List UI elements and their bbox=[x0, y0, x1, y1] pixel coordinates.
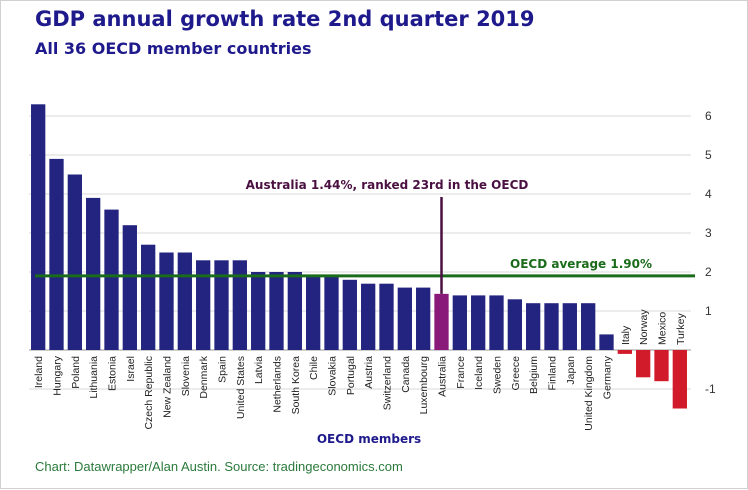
category-label: Switzerland bbox=[382, 356, 394, 410]
bar-ireland bbox=[31, 104, 46, 350]
category-label: Greece bbox=[510, 356, 522, 391]
category-label: New Zealand bbox=[162, 356, 174, 418]
category-label: Mexico bbox=[657, 312, 669, 345]
x-axis-title: OECD members bbox=[317, 432, 421, 446]
category-label: Denmark bbox=[198, 355, 210, 398]
category-label: United Kingdom bbox=[583, 356, 595, 431]
category-label: Slovakia bbox=[327, 356, 339, 396]
category-label: Australia bbox=[437, 356, 449, 397]
bar-luxembourg bbox=[416, 287, 431, 350]
bar-australia bbox=[434, 293, 449, 350]
bar-italy bbox=[617, 350, 632, 354]
category-labels: Ireland Hungary Poland Lithuania Estonia Isra… bbox=[33, 309, 687, 431]
category-label: Italy bbox=[620, 325, 632, 345]
bar-lithuania bbox=[86, 197, 101, 350]
category-label: United States bbox=[235, 356, 247, 419]
bar-switzerland bbox=[379, 283, 394, 350]
bar-austria bbox=[361, 283, 376, 350]
category-label: Luxembourg bbox=[418, 356, 430, 415]
bar-finland bbox=[544, 303, 559, 350]
bar-spain bbox=[214, 260, 229, 350]
bar-sweden bbox=[489, 295, 504, 350]
category-label: Netherlands bbox=[272, 356, 284, 413]
bar-czech-republic bbox=[141, 244, 156, 350]
y-tick-label: 2 bbox=[705, 265, 712, 279]
chart-subtitle: All 36 OECD member countries bbox=[35, 39, 312, 58]
category-label: Germany bbox=[602, 355, 614, 399]
category-label: Slovenia bbox=[180, 356, 192, 396]
bar-japan bbox=[562, 303, 577, 350]
category-label: Finland bbox=[547, 356, 559, 391]
chart-title: GDP annual growth rate 2nd quarter 2019 bbox=[35, 7, 535, 31]
bar-united-kingdom bbox=[581, 303, 596, 350]
category-label: South Korea bbox=[290, 356, 302, 415]
bar-slovakia bbox=[324, 275, 339, 350]
category-label: Hungary bbox=[52, 355, 64, 395]
category-label: Chile bbox=[308, 356, 320, 380]
category-label: Spain bbox=[217, 356, 229, 383]
category-label: Latvia bbox=[253, 356, 265, 384]
category-label: France bbox=[455, 356, 467, 389]
bar-canada bbox=[397, 287, 412, 350]
bar-netherlands bbox=[269, 272, 284, 350]
bar-denmark bbox=[196, 260, 211, 350]
bar-estonia bbox=[104, 209, 119, 350]
bar-iceland bbox=[471, 295, 486, 350]
y-tick-label: 1 bbox=[705, 304, 712, 318]
category-label: Poland bbox=[70, 356, 82, 389]
bar-united-states bbox=[232, 260, 247, 350]
bar-israel bbox=[122, 225, 137, 350]
bar-latvia bbox=[251, 272, 266, 350]
bar-slovenia bbox=[177, 252, 192, 350]
bar-france bbox=[452, 295, 467, 350]
y-tick-label: -1 bbox=[705, 382, 716, 396]
category-label: Lithuania bbox=[88, 356, 100, 399]
source-note: Chart: Datawrapper/Alan Austin. Source: … bbox=[35, 459, 403, 474]
gridlines: 6 5 4 3 2 1 -1 bbox=[29, 109, 716, 396]
category-label: Ireland bbox=[33, 356, 45, 388]
category-label: Norway bbox=[638, 309, 650, 345]
average-annotation: OECD average 1.90% bbox=[510, 257, 652, 271]
category-label: Portugal bbox=[345, 356, 357, 395]
bar-portugal bbox=[342, 279, 357, 350]
bar-turkey bbox=[672, 350, 687, 409]
category-label: Sweden bbox=[492, 356, 504, 394]
bar-germany bbox=[599, 334, 614, 350]
bar-new-zealand bbox=[159, 252, 174, 350]
bar-hungary bbox=[49, 158, 64, 350]
category-label: Estonia bbox=[107, 356, 119, 391]
australia-annotation: Australia 1.44%, ranked 23rd in the OECD bbox=[246, 178, 529, 192]
bars bbox=[31, 104, 687, 409]
bar-poland bbox=[67, 174, 82, 350]
y-tick-label: 4 bbox=[705, 187, 712, 201]
annotations: OECD average 1.90% Australia 1.44%, ranke… bbox=[35, 178, 695, 294]
category-label: Iceland bbox=[473, 356, 485, 390]
y-tick-label: 5 bbox=[705, 148, 712, 162]
category-label: Czech Republic bbox=[143, 356, 155, 430]
category-label: Austria bbox=[363, 356, 375, 389]
category-label: Turkey bbox=[675, 313, 687, 345]
bar-south-korea bbox=[287, 272, 302, 350]
category-label: Israel bbox=[125, 356, 137, 382]
category-label: Japan bbox=[565, 356, 577, 385]
category-label: Belgium bbox=[528, 356, 540, 394]
y-tick-label: 3 bbox=[705, 226, 712, 240]
bar-belgium bbox=[526, 303, 541, 350]
bar-mexico bbox=[654, 350, 669, 382]
y-tick-label: 6 bbox=[705, 109, 712, 123]
category-label: Canada bbox=[400, 356, 412, 393]
bar-greece bbox=[507, 299, 522, 350]
bar-chile bbox=[306, 275, 321, 350]
bar-norway bbox=[636, 350, 651, 378]
